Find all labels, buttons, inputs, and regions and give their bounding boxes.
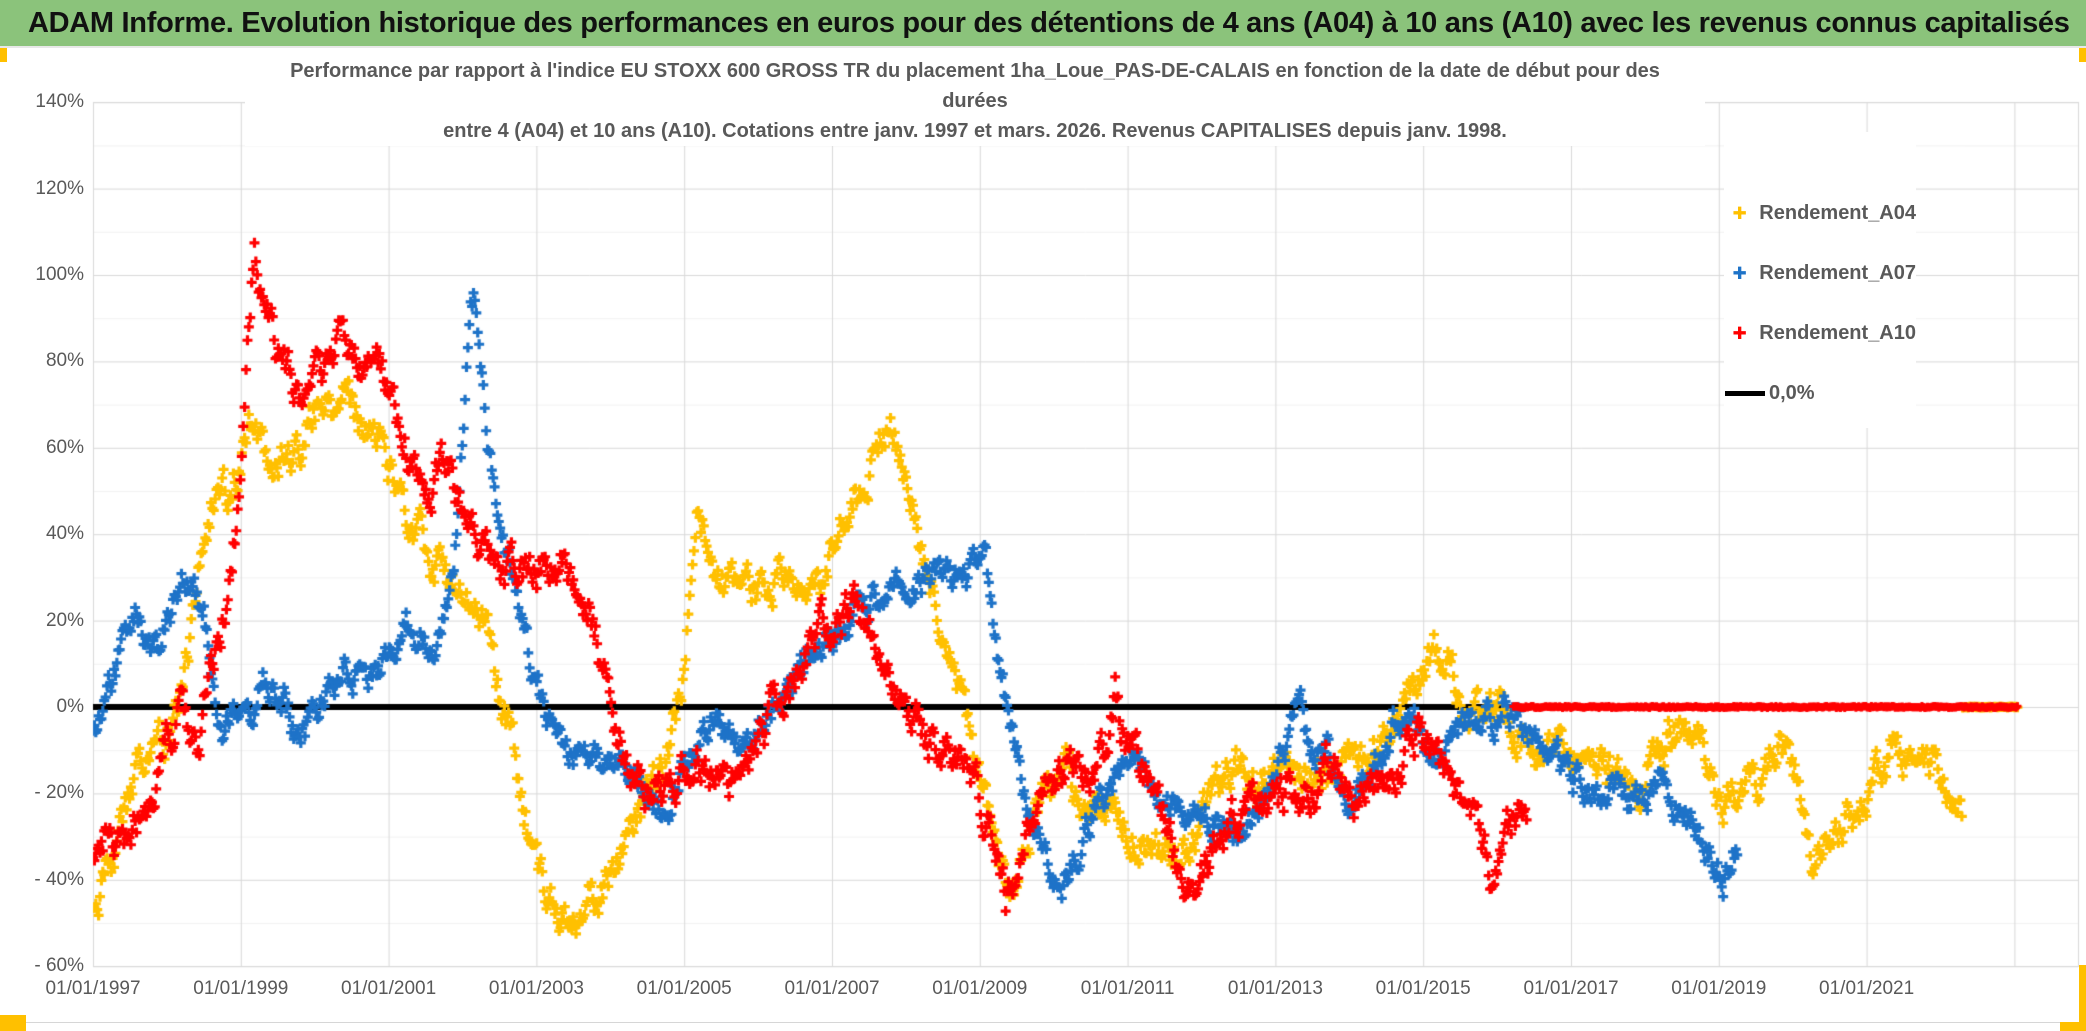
y-axis-label: 20%	[45, 609, 84, 631]
x-axis-label: 01/01/2003	[488, 978, 584, 999]
x-axis-label: 01/01/2005	[636, 978, 732, 999]
y-axis-label: 0%	[56, 696, 84, 717]
legend-item-rendement-a07: ✚ Rendement_A07	[1724, 258, 1916, 288]
plus-marker-icon: ✚	[1732, 203, 1747, 223]
gold-accent-mark	[2079, 48, 2086, 62]
page-title: ADAM Informe. Evolution historique des p…	[28, 6, 2070, 39]
plus-marker-icon: ✚	[1732, 263, 1747, 283]
gold-accent-mark	[0, 1015, 26, 1031]
chart-title-line1: Performance par rapport à l'indice EU ST…	[290, 60, 1660, 82]
chart-title: Performance par rapport à l'indice EU ST…	[245, 56, 1705, 146]
x-axis-label: 01/01/2001	[341, 978, 437, 999]
chart-title-line2: durées	[942, 90, 1008, 112]
legend-label: Rendement_A04	[1759, 201, 1916, 224]
gold-accent-mark	[0, 48, 7, 62]
header-bar: ADAM Informe. Evolution historique des p…	[0, 0, 2086, 48]
legend-label: Rendement_A10	[1759, 321, 1916, 344]
legend-item-rendement-a10: ✚ Rendement_A10	[1724, 318, 1916, 348]
legend-label: Rendement_A07	[1759, 261, 1916, 284]
x-axis-label: 01/01/2019	[1671, 978, 1767, 999]
y-axis-label: - 20%	[34, 782, 84, 804]
y-axis-label: 80%	[45, 350, 84, 372]
x-axis-label: 01/01/1999	[193, 978, 289, 999]
gold-accent-mark	[2079, 965, 2086, 1023]
legend: ✚ Rendement_A04 ✚ Rendement_A07 ✚ Rendement_A…	[1724, 132, 1916, 428]
y-axis-label: 100%	[35, 264, 84, 285]
y-axis-label: 140%	[35, 91, 84, 113]
y-axis-label: - 40%	[34, 868, 84, 890]
legend-label: 0,0%	[1769, 381, 1815, 404]
legend-item-0-0-: 0,0%	[1724, 378, 1916, 408]
y-axis-label: 40%	[45, 523, 84, 545]
line-marker-icon	[1725, 390, 1765, 396]
x-axis-label: 01/01/2013	[1227, 978, 1323, 999]
x-axis-label: 01/01/2015	[1375, 978, 1471, 999]
bottom-divider	[0, 1022, 2086, 1023]
y-axis-label: 120%	[35, 177, 84, 199]
x-axis-label: 01/01/1997	[45, 978, 141, 999]
x-axis-label: 01/01/2009	[932, 978, 1028, 999]
gold-accent-mark	[2060, 1022, 2086, 1031]
plus-marker-icon: ✚	[1732, 323, 1747, 343]
y-axis-label: - 60%	[34, 955, 84, 977]
x-axis-label: 01/01/2011	[1080, 978, 1175, 999]
x-axis-label: 01/01/2021	[1819, 978, 1915, 999]
legend-item-rendement-a04: ✚ Rendement_A04	[1724, 198, 1916, 228]
x-axis-label: 01/01/2007	[784, 978, 880, 999]
chart-title-line3: entre 4 (A04) et 10 ans (A10). Cotations…	[443, 120, 1507, 142]
y-axis-label: 60%	[45, 436, 84, 458]
x-axis-label: 01/01/2017	[1523, 978, 1619, 999]
